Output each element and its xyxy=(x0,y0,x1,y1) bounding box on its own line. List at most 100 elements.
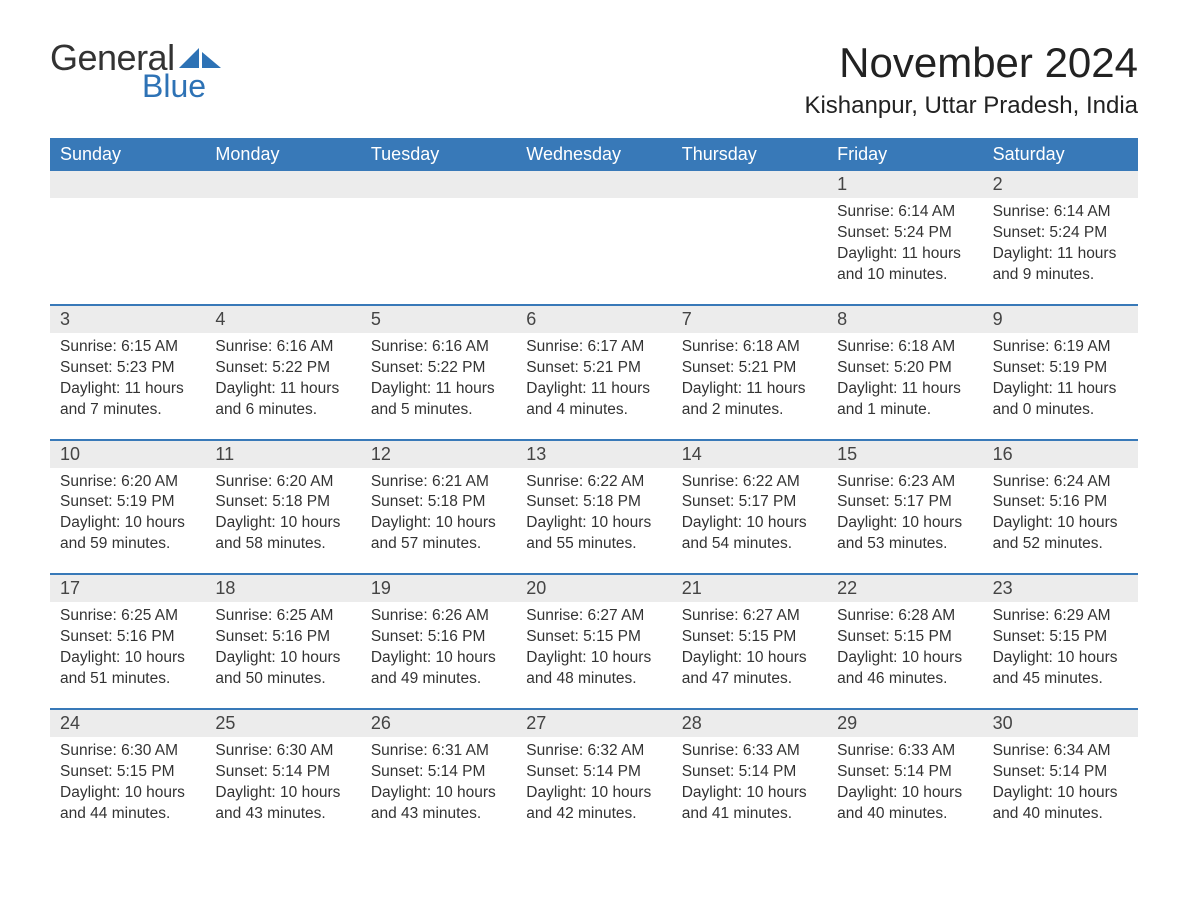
day-details: Sunrise: 6:18 AMSunset: 5:20 PMDaylight:… xyxy=(827,333,982,421)
sunset-text: Sunset: 5:14 PM xyxy=(993,762,1128,783)
sunset-text: Sunset: 5:22 PM xyxy=(215,358,350,379)
day-number xyxy=(361,171,516,198)
daylight-text: Daylight: 10 hours and 54 minutes. xyxy=(682,513,817,555)
day-details: Sunrise: 6:22 AMSunset: 5:18 PMDaylight:… xyxy=(516,468,671,556)
day-details: Sunrise: 6:25 AMSunset: 5:16 PMDaylight:… xyxy=(205,602,360,690)
day-cell xyxy=(516,171,671,304)
day-number: 29 xyxy=(827,710,982,737)
daylight-text: Daylight: 10 hours and 41 minutes. xyxy=(682,783,817,825)
day-number: 5 xyxy=(361,306,516,333)
daylight-text: Daylight: 10 hours and 46 minutes. xyxy=(837,648,972,690)
sunrise-text: Sunrise: 6:18 AM xyxy=(682,337,817,358)
day-details: Sunrise: 6:22 AMSunset: 5:17 PMDaylight:… xyxy=(672,468,827,556)
day-cell: 22Sunrise: 6:28 AMSunset: 5:15 PMDayligh… xyxy=(827,575,982,708)
sunset-text: Sunset: 5:14 PM xyxy=(682,762,817,783)
sunset-text: Sunset: 5:21 PM xyxy=(526,358,661,379)
day-details: Sunrise: 6:21 AMSunset: 5:18 PMDaylight:… xyxy=(361,468,516,556)
day-number xyxy=(516,171,671,198)
daylight-text: Daylight: 11 hours and 0 minutes. xyxy=(993,379,1128,421)
day-cell: 24Sunrise: 6:30 AMSunset: 5:15 PMDayligh… xyxy=(50,710,205,843)
sunset-text: Sunset: 5:15 PM xyxy=(526,627,661,648)
daylight-text: Daylight: 10 hours and 47 minutes. xyxy=(682,648,817,690)
daylight-text: Daylight: 11 hours and 10 minutes. xyxy=(837,244,972,286)
day-details: Sunrise: 6:24 AMSunset: 5:16 PMDaylight:… xyxy=(983,468,1138,556)
day-details: Sunrise: 6:15 AMSunset: 5:23 PMDaylight:… xyxy=(50,333,205,421)
day-details: Sunrise: 6:29 AMSunset: 5:15 PMDaylight:… xyxy=(983,602,1138,690)
day-number: 25 xyxy=(205,710,360,737)
day-cell: 15Sunrise: 6:23 AMSunset: 5:17 PMDayligh… xyxy=(827,441,982,574)
sunrise-text: Sunrise: 6:31 AM xyxy=(371,741,506,762)
sunset-text: Sunset: 5:15 PM xyxy=(993,627,1128,648)
day-cell: 25Sunrise: 6:30 AMSunset: 5:14 PMDayligh… xyxy=(205,710,360,843)
day-cell: 14Sunrise: 6:22 AMSunset: 5:17 PMDayligh… xyxy=(672,441,827,574)
day-cell xyxy=(672,171,827,304)
sunrise-text: Sunrise: 6:15 AM xyxy=(60,337,195,358)
day-cell: 9Sunrise: 6:19 AMSunset: 5:19 PMDaylight… xyxy=(983,306,1138,439)
day-number xyxy=(205,171,360,198)
sunrise-text: Sunrise: 6:18 AM xyxy=(837,337,972,358)
sunset-text: Sunset: 5:17 PM xyxy=(682,492,817,513)
day-details: Sunrise: 6:32 AMSunset: 5:14 PMDaylight:… xyxy=(516,737,671,825)
day-cell: 2Sunrise: 6:14 AMSunset: 5:24 PMDaylight… xyxy=(983,171,1138,304)
day-cell: 28Sunrise: 6:33 AMSunset: 5:14 PMDayligh… xyxy=(672,710,827,843)
day-details: Sunrise: 6:33 AMSunset: 5:14 PMDaylight:… xyxy=(827,737,982,825)
sunset-text: Sunset: 5:14 PM xyxy=(837,762,972,783)
day-details: Sunrise: 6:16 AMSunset: 5:22 PMDaylight:… xyxy=(361,333,516,421)
day-details: Sunrise: 6:34 AMSunset: 5:14 PMDaylight:… xyxy=(983,737,1138,825)
sunrise-text: Sunrise: 6:30 AM xyxy=(215,741,350,762)
weekday-header-row: Sunday Monday Tuesday Wednesday Thursday… xyxy=(50,138,1138,171)
day-number: 8 xyxy=(827,306,982,333)
day-number: 7 xyxy=(672,306,827,333)
sunset-text: Sunset: 5:23 PM xyxy=(60,358,195,379)
day-number: 21 xyxy=(672,575,827,602)
day-number: 16 xyxy=(983,441,1138,468)
day-cell: 1Sunrise: 6:14 AMSunset: 5:24 PMDaylight… xyxy=(827,171,982,304)
sunset-text: Sunset: 5:24 PM xyxy=(993,223,1128,244)
day-cell: 16Sunrise: 6:24 AMSunset: 5:16 PMDayligh… xyxy=(983,441,1138,574)
calendar: Sunday Monday Tuesday Wednesday Thursday… xyxy=(50,138,1138,842)
weekday-header: Sunday xyxy=(50,138,205,171)
sunrise-text: Sunrise: 6:24 AM xyxy=(993,472,1128,493)
day-cell xyxy=(205,171,360,304)
sunset-text: Sunset: 5:16 PM xyxy=(993,492,1128,513)
sunrise-text: Sunrise: 6:27 AM xyxy=(682,606,817,627)
day-number: 10 xyxy=(50,441,205,468)
daylight-text: Daylight: 10 hours and 44 minutes. xyxy=(60,783,195,825)
sunset-text: Sunset: 5:14 PM xyxy=(215,762,350,783)
sunrise-text: Sunrise: 6:19 AM xyxy=(993,337,1128,358)
sunset-text: Sunset: 5:14 PM xyxy=(371,762,506,783)
month-title: November 2024 xyxy=(804,40,1138,86)
sunset-text: Sunset: 5:17 PM xyxy=(837,492,972,513)
page-header: General Blue November 2024 Kishanpur, Ut… xyxy=(50,40,1138,120)
sunset-text: Sunset: 5:15 PM xyxy=(60,762,195,783)
week-row: 10 Sunrise: 6:20 AM Sunset: 5:19 PM Dayligh… xyxy=(50,439,1138,574)
day-number: 15 xyxy=(827,441,982,468)
day-details: Sunrise: 6:25 AMSunset: 5:16 PMDaylight:… xyxy=(50,602,205,690)
sunrise-text: Sunrise: 6:20 AM xyxy=(215,472,350,493)
sail-icon xyxy=(179,46,221,70)
day-number: 2 xyxy=(983,171,1138,198)
day-cell xyxy=(50,171,205,304)
day-details: Sunrise: 6:26 AMSunset: 5:16 PMDaylight:… xyxy=(361,602,516,690)
daylight-text: Daylight: 10 hours and 53 minutes. xyxy=(837,513,972,555)
sunrise-text: Sunrise: 6:28 AM xyxy=(837,606,972,627)
day-cell: 17Sunrise: 6:25 AMSunset: 5:16 PMDayligh… xyxy=(50,575,205,708)
sunset-text: Sunset: 5:18 PM xyxy=(215,492,350,513)
daylight-text: Daylight: 11 hours and 1 minute. xyxy=(837,379,972,421)
weekday-header: Wednesday xyxy=(516,138,671,171)
day-details: Sunrise: 6:30 AMSunset: 5:15 PMDaylight:… xyxy=(50,737,205,825)
day-number xyxy=(50,171,205,198)
sunset-text: Sunset: 5:18 PM xyxy=(526,492,661,513)
day-number xyxy=(672,171,827,198)
daylight-text: Daylight: 10 hours and 43 minutes. xyxy=(371,783,506,825)
daylight-text: Daylight: 11 hours and 4 minutes. xyxy=(526,379,661,421)
sunrise-text: Sunrise: 6:16 AM xyxy=(371,337,506,358)
day-cell: 7Sunrise: 6:18 AMSunset: 5:21 PMDaylight… xyxy=(672,306,827,439)
sunrise-text: Sunrise: 6:34 AM xyxy=(993,741,1128,762)
sunset-text: Sunset: 5:19 PM xyxy=(60,492,195,513)
day-number: 14 xyxy=(672,441,827,468)
day-details: Sunrise: 6:23 AMSunset: 5:17 PMDaylight:… xyxy=(827,468,982,556)
daylight-text: Daylight: 10 hours and 40 minutes. xyxy=(993,783,1128,825)
day-number: 3 xyxy=(50,306,205,333)
week-row: 1Sunrise: 6:14 AMSunset: 5:24 PMDaylight… xyxy=(50,171,1138,304)
